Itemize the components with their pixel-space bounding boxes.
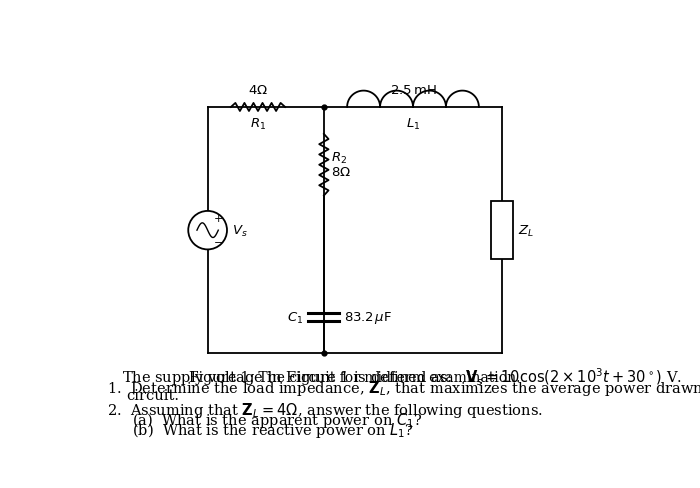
Text: +: +	[214, 214, 223, 224]
Text: $83.2\,\mu\mathrm{F}$: $83.2\,\mu\mathrm{F}$	[344, 309, 392, 325]
Text: circuit.: circuit.	[126, 388, 179, 402]
Text: (b)  What is the reactive power on $L_1$?: (b) What is the reactive power on $L_1$?	[132, 421, 414, 440]
Text: $Z_L$: $Z_L$	[517, 223, 533, 238]
Text: $C_1$: $C_1$	[288, 310, 304, 325]
Text: $8\Omega$: $8\Omega$	[331, 166, 351, 179]
Text: (a)  What is the apparent power on $C_1$?: (a) What is the apparent power on $C_1$?	[132, 410, 423, 429]
Text: Figure 1: The circuit for midterm examination.: Figure 1: The circuit for midterm examin…	[189, 370, 521, 385]
Circle shape	[188, 211, 227, 250]
Text: $4\Omega$: $4\Omega$	[248, 84, 268, 97]
Text: $R_2$: $R_2$	[331, 151, 347, 166]
Text: $V_s$: $V_s$	[232, 223, 248, 238]
Text: $2.5\,\mathrm{mH}$: $2.5\,\mathrm{mH}$	[390, 84, 436, 97]
Text: $L_1$: $L_1$	[406, 117, 420, 132]
Text: 1.  Determine the load impedance, $\mathbf{Z}_L$, that maximizes the average pow: 1. Determine the load impedance, $\mathb…	[107, 378, 700, 397]
Text: $R_1$: $R_1$	[250, 117, 266, 132]
Text: −: −	[214, 238, 223, 247]
Text: The supply voltage in Figure 1 is defined as:   $\mathbf{V}_s = 10\cos(2 \times : The supply voltage in Figure 1 is define…	[122, 365, 682, 387]
Bar	[491, 202, 513, 260]
Text: 2.  Assuming that $\mathbf{Z}_L = 4\Omega$, answer the following questions.: 2. Assuming that $\mathbf{Z}_L = 4\Omega…	[107, 401, 542, 420]
